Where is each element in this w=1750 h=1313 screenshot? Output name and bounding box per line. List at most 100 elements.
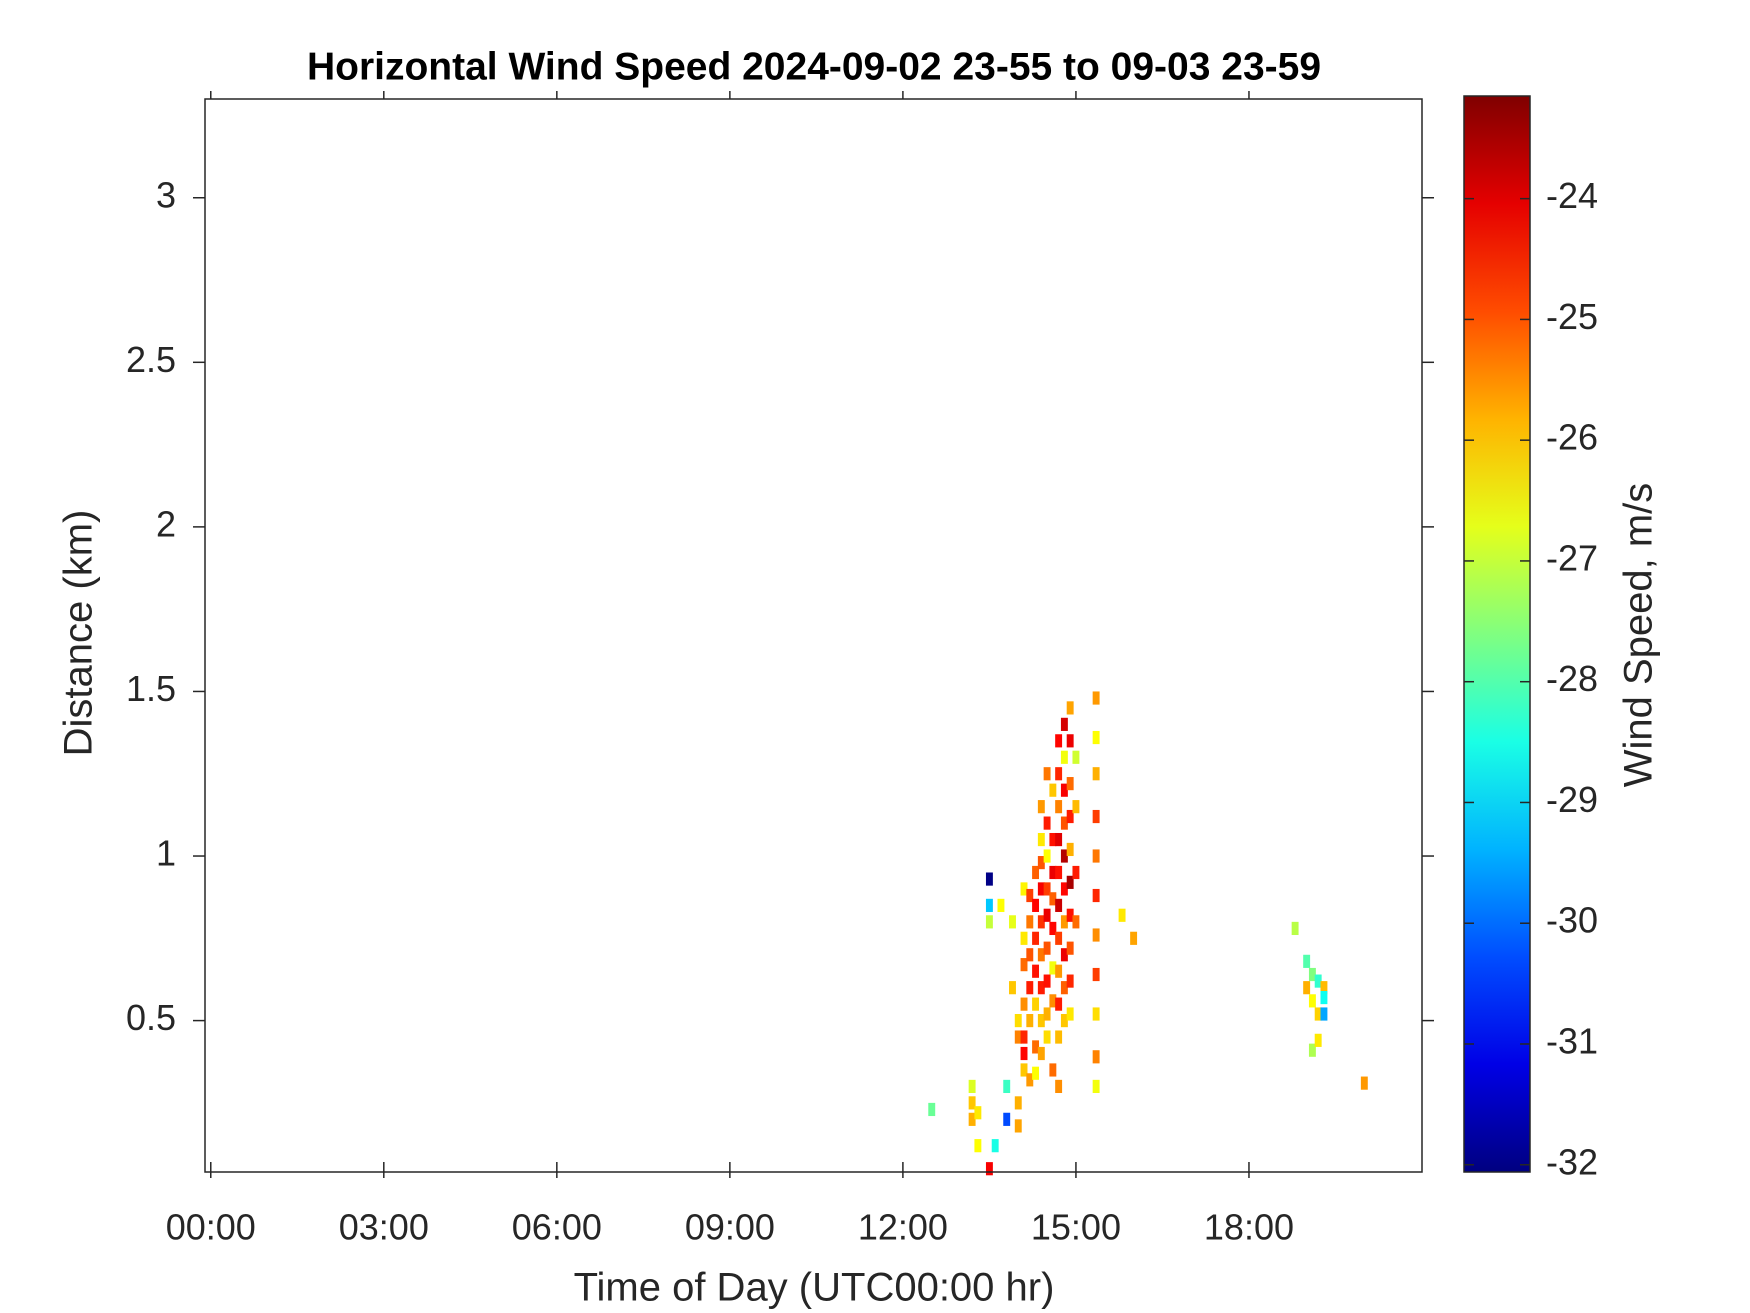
heatmap-cell — [1026, 1073, 1034, 1087]
heatmap-cell — [1049, 921, 1057, 936]
heatmap-cell — [1314, 1033, 1322, 1047]
heatmap-cell — [1026, 948, 1034, 962]
colorbar-tick-label: -31 — [1546, 1021, 1598, 1062]
heatmap-cell — [1037, 915, 1045, 929]
heatmap-cell — [1049, 1063, 1057, 1077]
heatmap-cell — [997, 898, 1005, 912]
heatmap-cell — [1037, 1046, 1045, 1061]
heatmap-cell — [1055, 1079, 1063, 1094]
heatmap-cell — [1043, 974, 1051, 988]
heatmap-cell — [1060, 783, 1068, 797]
heatmap-cell — [1020, 931, 1028, 945]
heatmap-cell — [1020, 997, 1028, 1011]
heatmap-cell — [1037, 856, 1045, 870]
colorbar-tick-label: -25 — [1546, 296, 1598, 337]
heatmap-cell — [1043, 767, 1051, 781]
x-tick-label: 18:00 — [1204, 1207, 1294, 1248]
heatmap-cell — [1009, 981, 1016, 995]
heatmap-cell — [1055, 997, 1063, 1011]
heatmap-cell — [974, 1106, 982, 1120]
x-tick-label: 12:00 — [858, 1207, 948, 1248]
heatmap-cell — [1003, 1112, 1011, 1126]
heatmap-cell — [1303, 954, 1311, 968]
heatmap-cell — [1066, 1007, 1074, 1021]
heatmap-cell — [1055, 800, 1063, 814]
heatmap-cell — [1092, 967, 1100, 982]
heatmap-cell — [1066, 701, 1074, 715]
heatmap-cell — [1060, 948, 1068, 962]
colorbar-tick-label: -26 — [1546, 417, 1598, 458]
heatmap-cell — [1072, 915, 1080, 929]
heatmap-cell — [1020, 958, 1028, 972]
heatmap-cell — [1055, 931, 1063, 945]
heatmap-cell — [985, 1162, 993, 1176]
colorbar-tick-label: -28 — [1546, 658, 1598, 699]
heatmap-cell — [1303, 981, 1311, 995]
x-tick-label: 09:00 — [685, 1207, 775, 1248]
heatmap-cell — [1026, 888, 1034, 903]
heatmap-cell — [1092, 691, 1100, 705]
heatmap-cell — [1066, 842, 1074, 857]
heatmap-cell — [968, 1079, 976, 1094]
heatmap-cell — [1055, 898, 1063, 912]
heatmap-cell — [1014, 1119, 1022, 1133]
heatmap-cell — [1055, 734, 1063, 748]
heatmap-cell — [1055, 865, 1063, 880]
heatmap-cell — [1020, 1030, 1028, 1044]
heatmap-cell — [985, 915, 993, 929]
x-axis-label: Time of Day (UTC00:00 hr) — [574, 1266, 1055, 1310]
heatmap-cell — [1092, 809, 1100, 824]
heatmap-cell — [1314, 974, 1322, 988]
colorbar-tick-label: -27 — [1546, 537, 1598, 578]
colorbar-tick-label: -24 — [1546, 175, 1598, 216]
heatmap-cell — [1055, 767, 1063, 781]
heatmap-cell — [1291, 921, 1299, 936]
heatmap-cell — [1066, 809, 1074, 824]
y-tick-label: 2.5 — [126, 339, 176, 380]
heatmap-cell — [1032, 1040, 1040, 1054]
heatmap-cell — [1060, 915, 1068, 929]
colorbar-tick-label: -29 — [1546, 779, 1598, 820]
heatmap-cell — [1043, 941, 1051, 955]
x-tick-label: 15:00 — [1031, 1207, 1121, 1248]
heatmap-cell — [1037, 882, 1045, 896]
heatmap-cell — [1037, 948, 1045, 962]
heatmap-cell — [1060, 981, 1068, 995]
heatmap-cell — [985, 898, 993, 912]
heatmap-cell — [1066, 875, 1074, 889]
heatmap-cell — [1043, 908, 1051, 922]
heatmap-cell — [1320, 981, 1328, 995]
heatmap-cell — [1092, 928, 1100, 942]
heatmap-cell — [1118, 908, 1126, 922]
heatmap-cell — [928, 1102, 936, 1117]
heatmap-cell — [1066, 941, 1074, 955]
y-axis-label: Distance (km) — [57, 510, 101, 757]
heatmap-cell — [1072, 865, 1080, 880]
colorbar — [1463, 95, 1531, 1173]
heatmap-cell — [1014, 1014, 1022, 1028]
heatmap-cell — [1092, 767, 1100, 781]
heatmap-cell — [1066, 908, 1074, 922]
heatmap-cell — [1043, 816, 1051, 830]
heatmap-cell — [1092, 1050, 1100, 1064]
heatmap-cell — [1020, 1046, 1028, 1061]
heatmap-cell — [1092, 1079, 1100, 1094]
heatmap-cell — [1066, 734, 1074, 748]
heatmap-cell — [1020, 882, 1028, 896]
heatmap-cell — [1009, 915, 1016, 929]
heatmap-cell — [1055, 832, 1063, 847]
heatmap-cell — [1130, 931, 1138, 945]
heatmap-cell — [1014, 1096, 1022, 1110]
heatmap-cell — [968, 1112, 976, 1126]
heatmap-cell — [1092, 730, 1100, 745]
heatmap-cell — [1055, 964, 1063, 978]
heatmap-cell — [1060, 717, 1068, 731]
heatmap-cell — [991, 1139, 999, 1153]
heatmap-cell — [1003, 1079, 1011, 1094]
heatmap-cell — [1032, 964, 1040, 978]
heatmap-cell — [1014, 1030, 1022, 1044]
heatmap-cell — [1320, 1007, 1328, 1021]
heatmap-cell — [1043, 882, 1051, 896]
x-tick-label: 06:00 — [512, 1207, 602, 1248]
heatmap-cell — [1026, 981, 1034, 995]
